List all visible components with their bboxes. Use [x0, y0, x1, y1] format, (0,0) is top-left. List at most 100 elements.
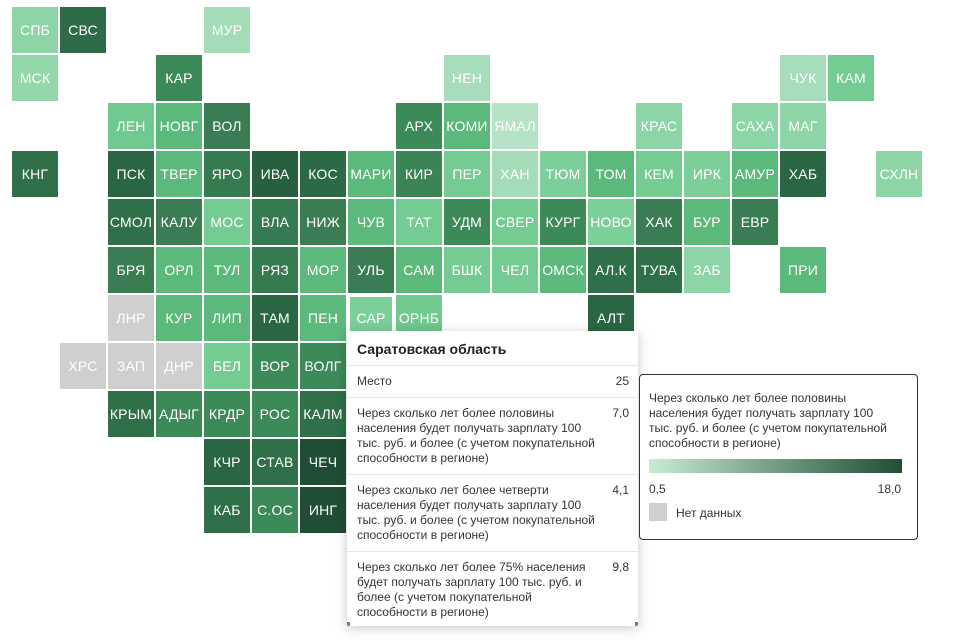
region-tile[interactable]: ЗАБ [684, 247, 730, 293]
region-tile[interactable]: КЧР [204, 439, 250, 485]
region-tile[interactable]: БЕЛ [204, 343, 250, 389]
region-tile[interactable]: МСК [12, 55, 58, 101]
region-tile[interactable]: НОВО [588, 199, 634, 245]
tooltip-row-label: Через сколько лет более 75% населения бу… [357, 560, 586, 619]
region-tile[interactable]: ПЕН [300, 295, 346, 341]
region-tile[interactable]: СТАВ [252, 439, 298, 485]
region-tile[interactable]: МОР [300, 247, 346, 293]
region-tile[interactable]: КАР [156, 55, 202, 101]
region-tile[interactable]: КИР [396, 151, 442, 197]
region-tile[interactable]: АЛ.К [588, 247, 634, 293]
region-tile[interactable]: ОМСК [540, 247, 586, 293]
region-tile[interactable]: ЛНР [108, 295, 154, 341]
region-tile[interactable]: ИНГ [300, 487, 346, 533]
region-tile[interactable]: КАЛМ [300, 391, 346, 437]
region-tile[interactable]: ЧЕЛ [492, 247, 538, 293]
region-tile[interactable]: АРХ [396, 103, 442, 149]
region-tile[interactable]: ТАМ [252, 295, 298, 341]
region-tile[interactable]: ТАТ [396, 199, 442, 245]
region-tile[interactable]: ВЛА [252, 199, 298, 245]
region-tile[interactable]: УЛЬ [348, 247, 394, 293]
region-tile[interactable]: МАРИ [348, 151, 394, 197]
legend-min-label: 0,5 [649, 482, 666, 496]
region-tile[interactable]: МУР [204, 7, 250, 53]
region-tile[interactable]: ВОЛ [204, 103, 250, 149]
region-tile[interactable]: СХЛН [876, 151, 922, 197]
legend-box: Через сколько лет более половины населен… [639, 374, 918, 540]
region-tile[interactable]: ПРИ [780, 247, 826, 293]
region-tile[interactable]: КУР [156, 295, 202, 341]
region-tile[interactable]: ТОМ [588, 151, 634, 197]
region-tile[interactable]: АДЫГ [156, 391, 202, 437]
region-tile[interactable]: КРАС [636, 103, 682, 149]
region-tile[interactable]: УДМ [444, 199, 490, 245]
region-tile[interactable]: КАЛУ [156, 199, 202, 245]
region-tile[interactable]: ХАН [492, 151, 538, 197]
region-tile[interactable]: КАБ [204, 487, 250, 533]
region-tile[interactable]: МОС [204, 199, 250, 245]
region-tile[interactable]: САХА [732, 103, 778, 149]
region-tile[interactable]: ИРК [684, 151, 730, 197]
region-tile[interactable]: ТВЕР [156, 151, 202, 197]
region-tile[interactable]: СМОЛ [108, 199, 154, 245]
region-tile[interactable]: КОС [300, 151, 346, 197]
region-tile[interactable]: ЧУК [780, 55, 826, 101]
region-tile[interactable]: КНГ [12, 151, 58, 197]
region-tile[interactable]: КРДР [204, 391, 250, 437]
region-tile[interactable]: ЕВР [732, 199, 778, 245]
region-tile[interactable]: НЕН [444, 55, 490, 101]
region-tile[interactable]: ТЮМ [540, 151, 586, 197]
region-tile[interactable]: ТУЛ [204, 247, 250, 293]
region-tile[interactable]: АМУР [732, 151, 778, 197]
region-tile[interactable]: КУРГ [540, 199, 586, 245]
region-tile[interactable]: ЧЕЧ [300, 439, 346, 485]
region-tile[interactable]: ОРЛ [156, 247, 202, 293]
region-tile[interactable]: НИЖ [300, 199, 346, 245]
region-tile[interactable]: ВОР [252, 343, 298, 389]
tooltip-row-label: Через сколько лет более половины населен… [357, 406, 595, 465]
region-tile[interactable]: САМ [396, 247, 442, 293]
region-tile[interactable]: С.ОС [252, 487, 298, 533]
region-tile[interactable]: СВЕР [492, 199, 538, 245]
region-tile[interactable]: ЛИП [204, 295, 250, 341]
region-tile[interactable]: ТУВА [636, 247, 682, 293]
region-tile[interactable]: РЯЗ [252, 247, 298, 293]
region-tile[interactable]: КОМИ [444, 103, 490, 149]
region-tile[interactable]: БРЯ [108, 247, 154, 293]
region-tile[interactable]: КАМ [828, 55, 874, 101]
region-tile[interactable]: ПЕР [444, 151, 490, 197]
region-tile[interactable]: СВС [60, 7, 106, 53]
region-tile[interactable]: НОВГ [156, 103, 202, 149]
region-tile[interactable]: ХАБ [780, 151, 826, 197]
legend-title: Через сколько лет более половины населен… [649, 391, 887, 450]
legend-max-label: 18,0 [877, 482, 901, 496]
region-tile[interactable]: ЧУВ [348, 199, 394, 245]
region-tile[interactable]: ВОЛГ [300, 343, 346, 389]
region-tile[interactable]: СПБ [12, 7, 58, 53]
region-tile[interactable]: ЗАП [108, 343, 154, 389]
region-tile[interactable]: ЯРО [204, 151, 250, 197]
tooltip-row-75pct: Через сколько лет более 75% населения бу… [347, 552, 638, 626]
region-tile[interactable]: РОС [252, 391, 298, 437]
region-tile[interactable]: МАГ [780, 103, 826, 149]
tooltip-row-quarter: Через сколько лет более четверти населен… [347, 475, 638, 552]
tooltip-accent [347, 622, 638, 626]
region-tile[interactable]: ИВА [252, 151, 298, 197]
region-tile[interactable]: ЯМАЛ [492, 103, 538, 149]
tooltip-row-label: Через сколько лет более четверти населен… [357, 483, 595, 542]
region-tile[interactable]: БШК [444, 247, 490, 293]
region-tile[interactable]: КРЫМ [108, 391, 154, 437]
region-tile[interactable]: ПСК [108, 151, 154, 197]
region-tile[interactable]: БУР [684, 199, 730, 245]
tooltip-row-value: 25 [615, 374, 629, 388]
region-tile[interactable]: КЕМ [636, 151, 682, 197]
tooltip-row-half: Через сколько лет более половины населен… [347, 398, 638, 475]
tooltip-row-rank: Место 25 [347, 366, 638, 398]
region-tile[interactable]: ХАК [636, 199, 682, 245]
region-tile[interactable]: ЛЕН [108, 103, 154, 149]
region-tile[interactable]: ДНР [156, 343, 202, 389]
legend-gradient-bar [649, 459, 902, 473]
region-tile[interactable]: ХРС [60, 343, 106, 389]
no-data-label: Нет данных [676, 506, 742, 520]
